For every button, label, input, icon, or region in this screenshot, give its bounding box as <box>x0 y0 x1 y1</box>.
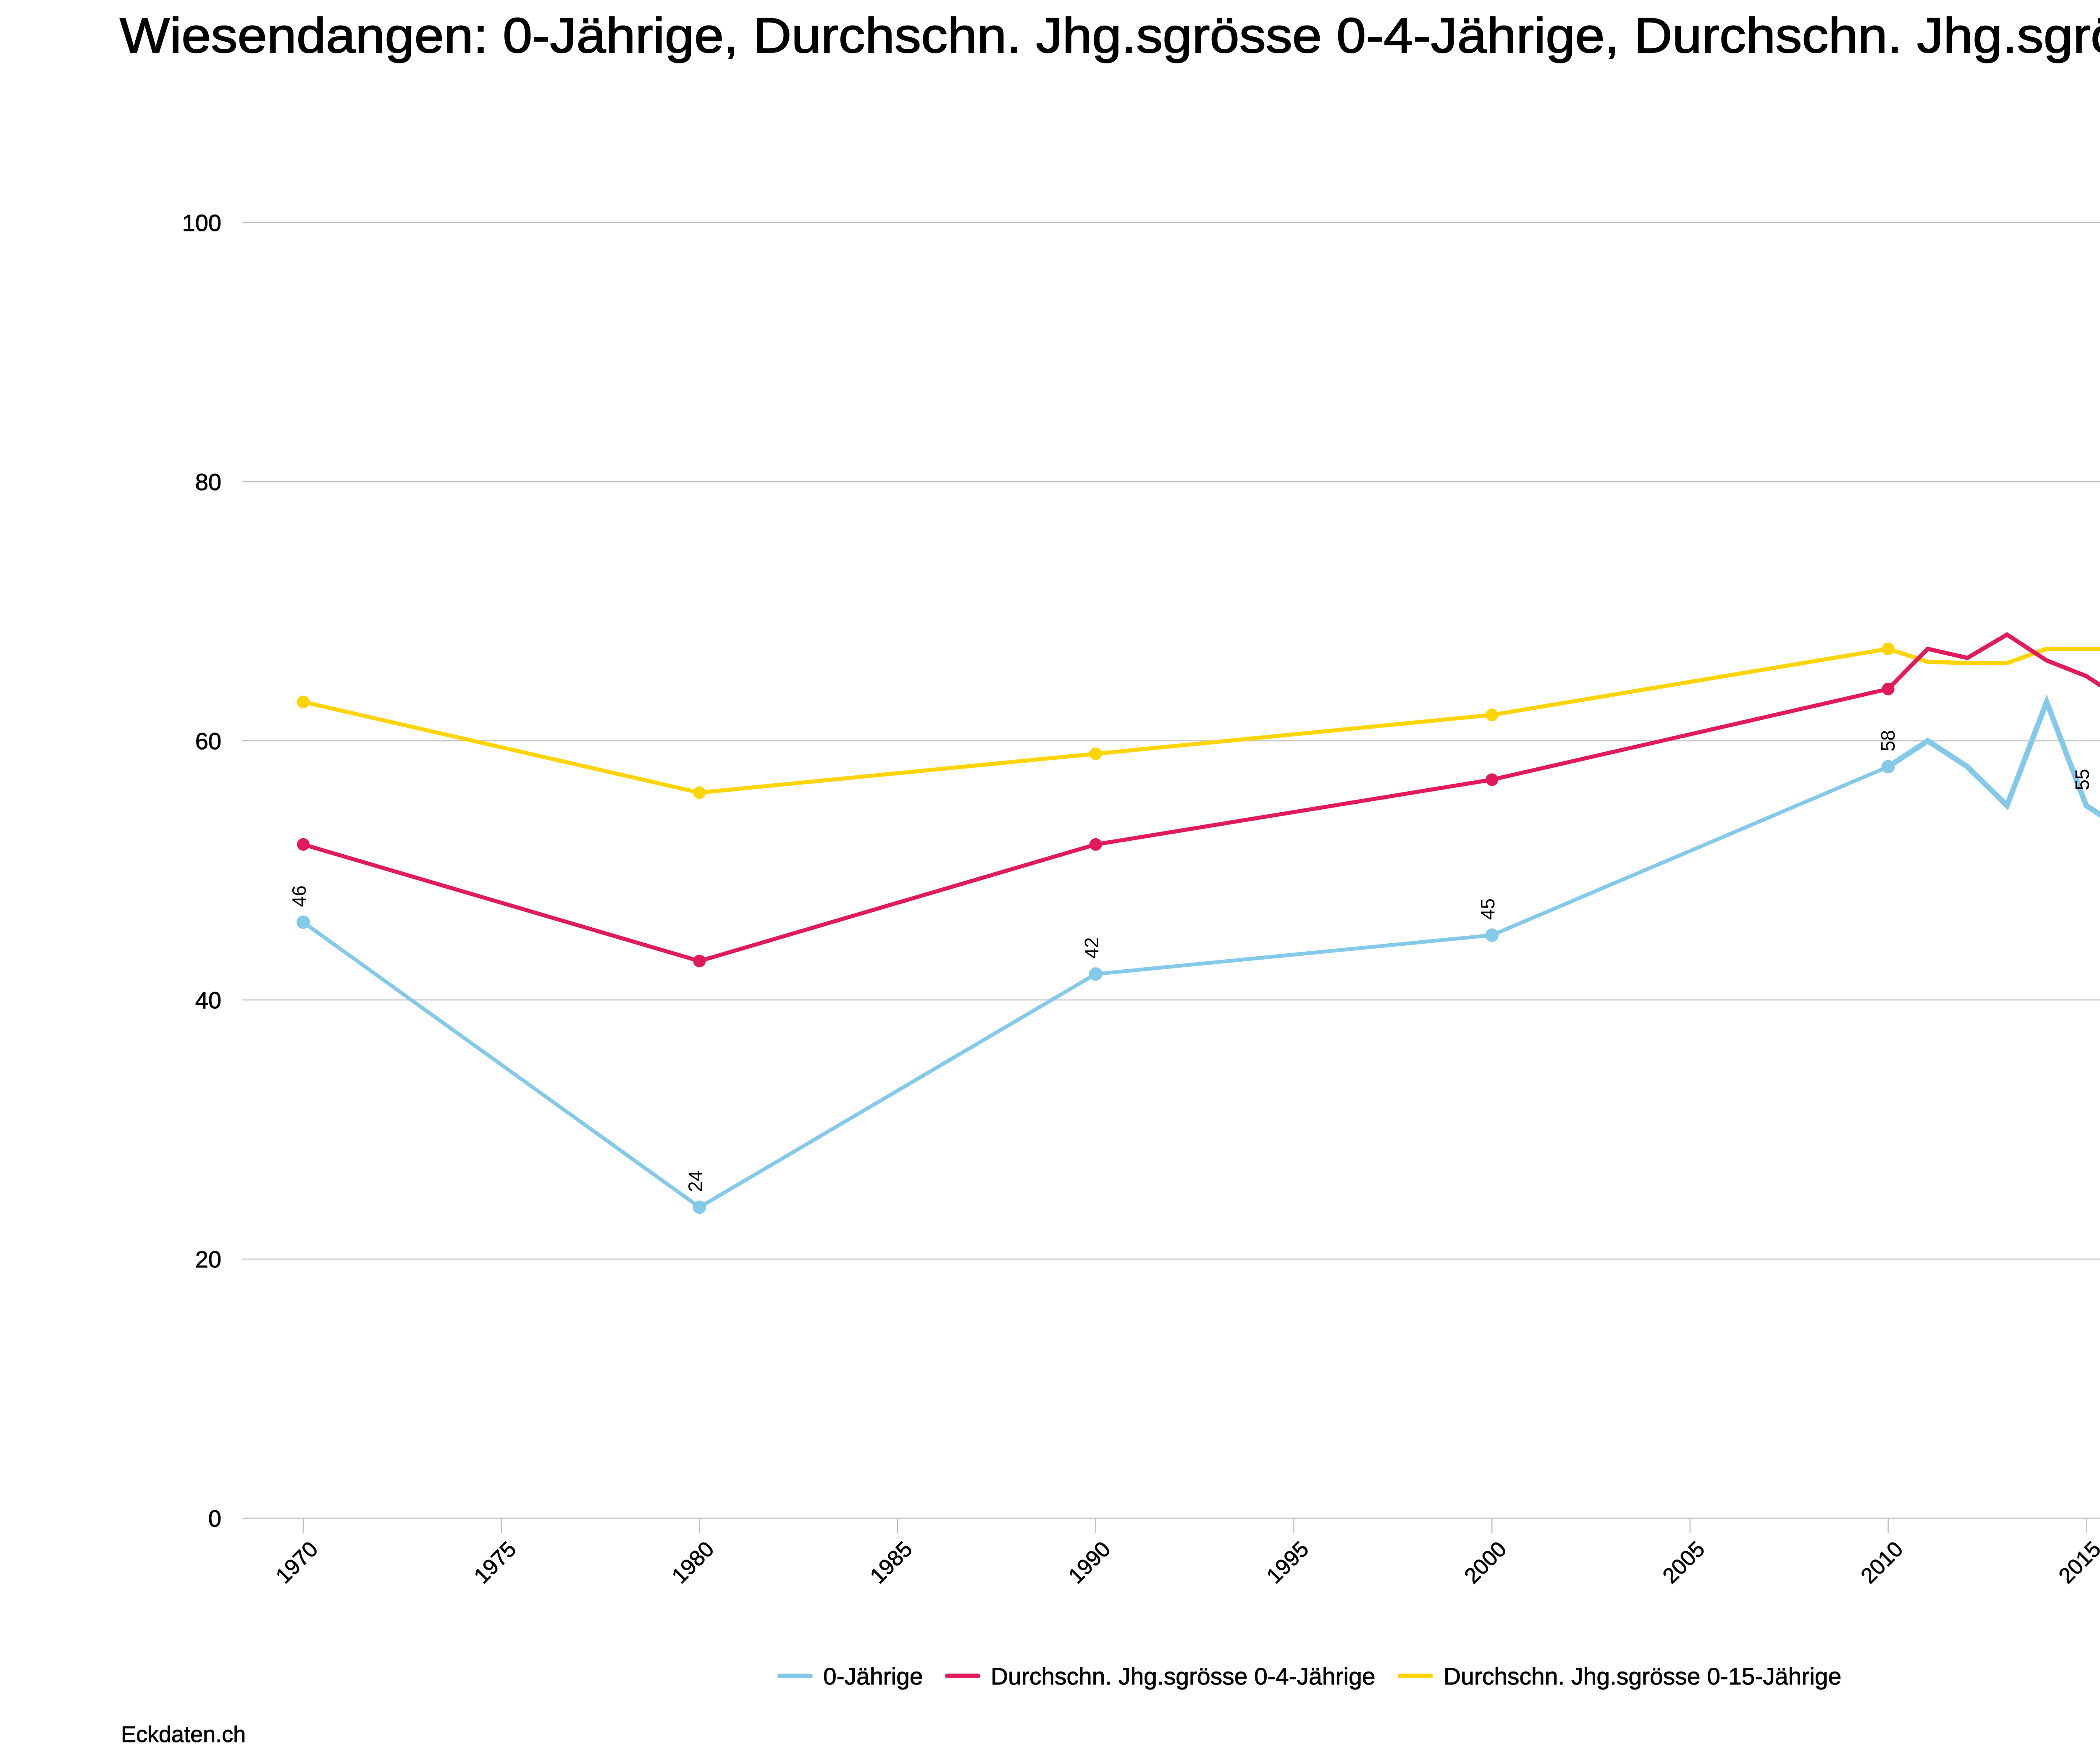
svg-text:Wiesendangen: 0-Jährige, Durch: Wiesendangen: 0-Jährige, Durchschn. Jhg.… <box>120 8 2100 63</box>
svg-text:45: 45 <box>1477 898 1499 920</box>
svg-text:80: 80 <box>195 469 221 495</box>
svg-text:0-Jährige: 0-Jährige <box>823 1663 923 1690</box>
svg-text:60: 60 <box>195 728 221 754</box>
svg-text:46: 46 <box>288 885 310 907</box>
svg-text:Eckdaten.ch: Eckdaten.ch <box>121 1722 246 1747</box>
svg-text:0: 0 <box>208 1505 221 1532</box>
svg-text:20: 20 <box>195 1246 221 1272</box>
svg-text:100: 100 <box>182 210 221 236</box>
svg-text:58: 58 <box>1877 730 1899 751</box>
svg-text:55: 55 <box>2071 769 2093 790</box>
svg-text:24: 24 <box>684 1170 706 1192</box>
svg-text:42: 42 <box>1081 937 1102 959</box>
svg-text:40: 40 <box>195 987 221 1013</box>
svg-text:Durchschn. Jhg.sgrösse 0-4-Jäh: Durchschn. Jhg.sgrösse 0-4-Jährige <box>991 1663 1376 1690</box>
svg-text:Durchschn. Jhg.sgrösse 0-15-Jä: Durchschn. Jhg.sgrösse 0-15-Jährige <box>1444 1663 1841 1690</box>
